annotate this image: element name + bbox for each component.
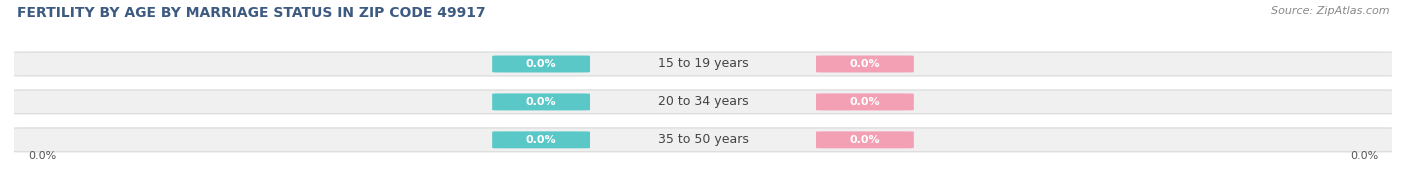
Text: 0.0%: 0.0% — [526, 135, 557, 145]
Text: 20 to 34 years: 20 to 34 years — [658, 95, 748, 108]
FancyBboxPatch shape — [7, 128, 1399, 152]
Text: 0.0%: 0.0% — [849, 59, 880, 69]
FancyBboxPatch shape — [815, 131, 914, 148]
FancyBboxPatch shape — [815, 55, 914, 73]
Text: 0.0%: 0.0% — [526, 59, 557, 69]
Text: 0.0%: 0.0% — [28, 151, 56, 161]
Text: Source: ZipAtlas.com: Source: ZipAtlas.com — [1271, 6, 1389, 16]
Text: 0.0%: 0.0% — [1350, 151, 1378, 161]
Text: 0.0%: 0.0% — [849, 97, 880, 107]
Text: 0.0%: 0.0% — [849, 135, 880, 145]
Text: 15 to 19 years: 15 to 19 years — [658, 57, 748, 71]
FancyBboxPatch shape — [492, 55, 591, 73]
FancyBboxPatch shape — [7, 90, 1399, 114]
Text: 35 to 50 years: 35 to 50 years — [658, 133, 748, 146]
FancyBboxPatch shape — [492, 93, 591, 110]
FancyBboxPatch shape — [492, 131, 591, 148]
Text: FERTILITY BY AGE BY MARRIAGE STATUS IN ZIP CODE 49917: FERTILITY BY AGE BY MARRIAGE STATUS IN Z… — [17, 6, 485, 20]
FancyBboxPatch shape — [7, 52, 1399, 76]
Text: 0.0%: 0.0% — [526, 97, 557, 107]
FancyBboxPatch shape — [815, 93, 914, 110]
